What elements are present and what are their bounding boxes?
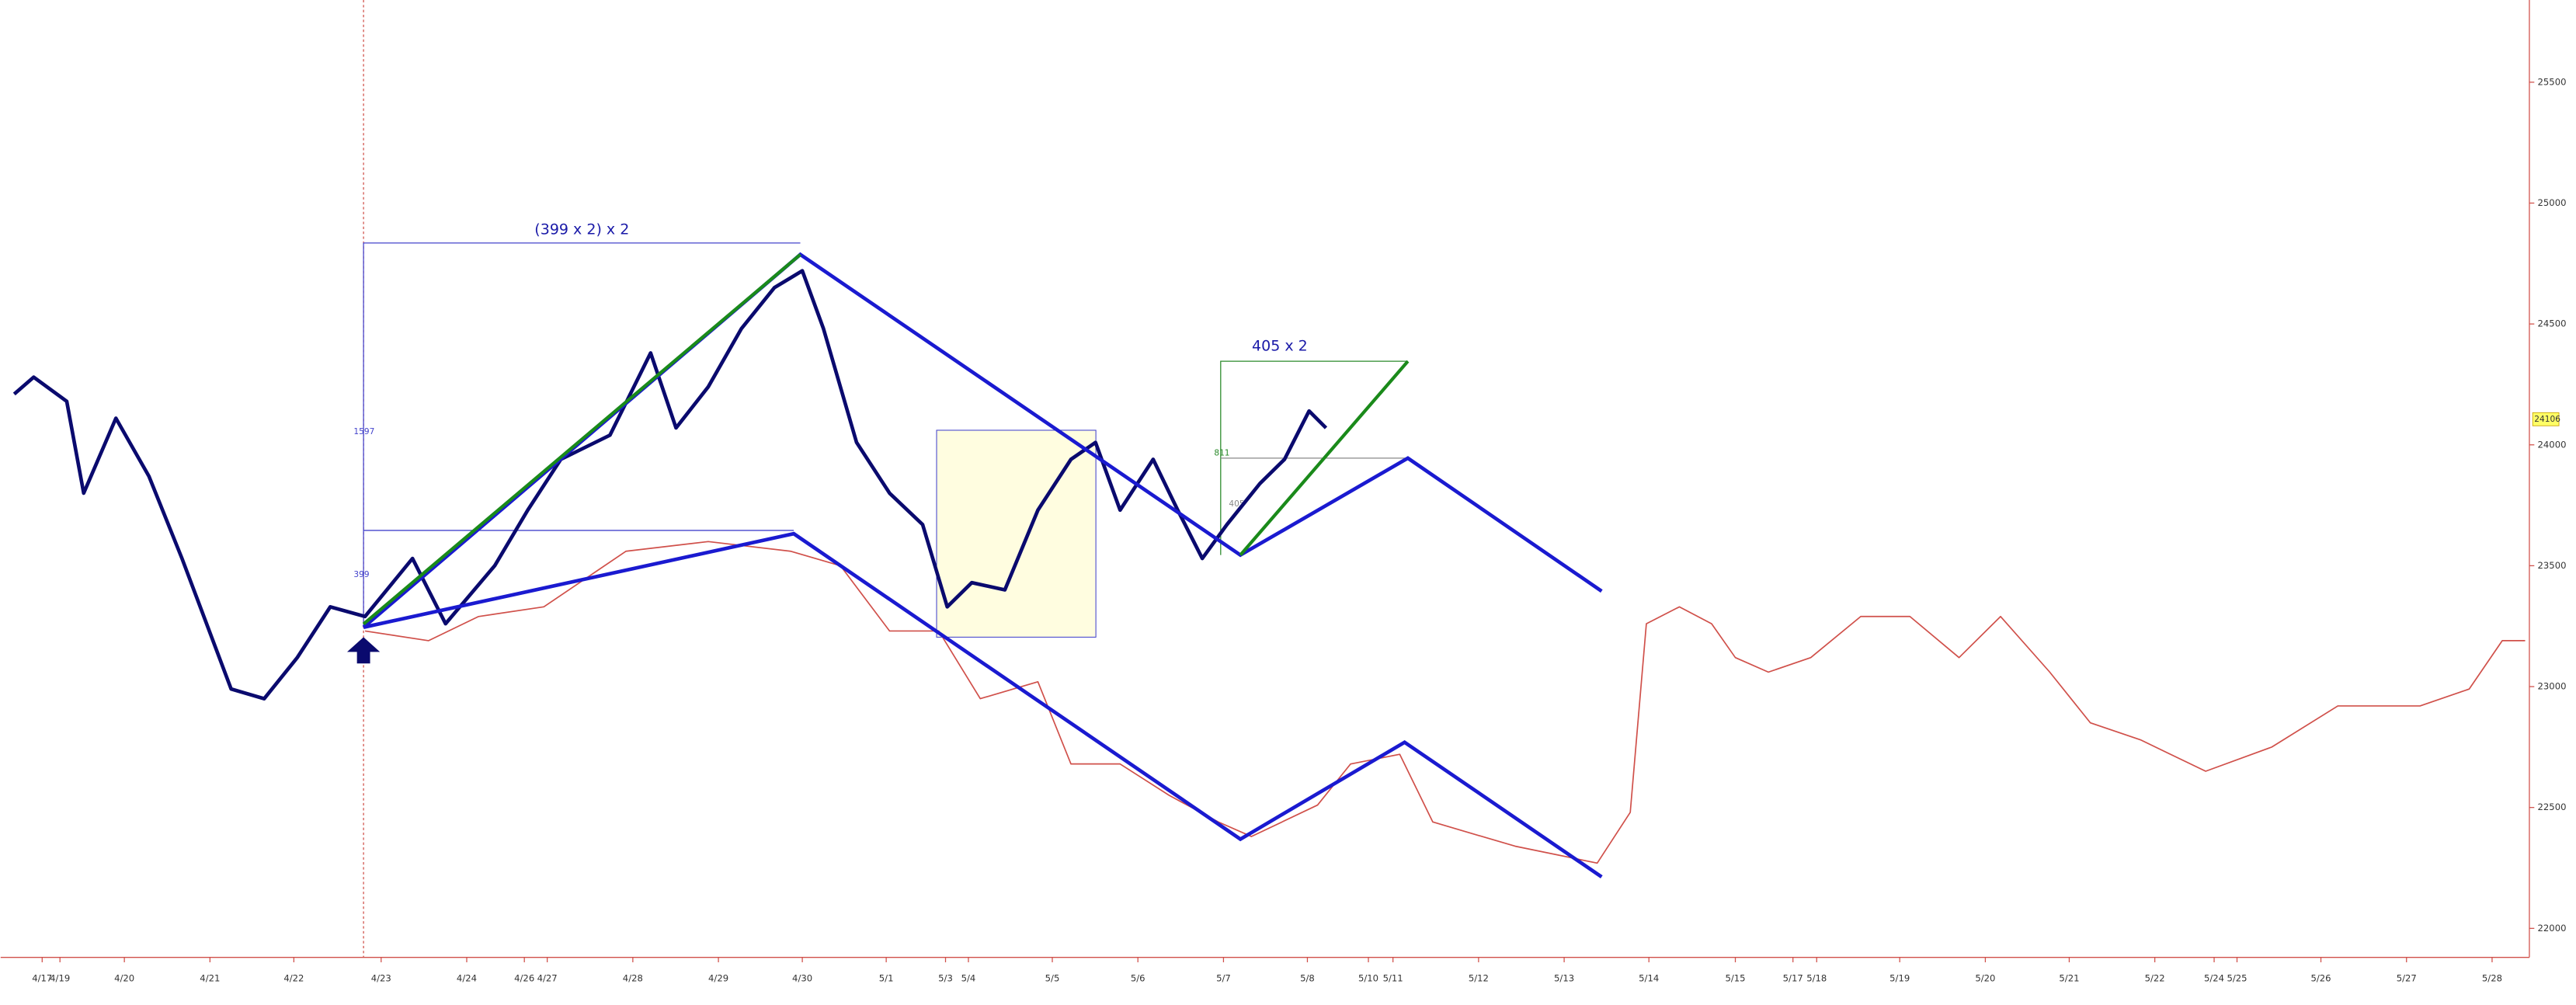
x-tick-label: 5/22	[2145, 973, 2165, 984]
x-tick-label: 5/12	[1469, 973, 1489, 984]
trend-line	[362, 253, 801, 626]
price-line	[12, 269, 1328, 701]
y-tick-label: 23500	[2538, 560, 2567, 571]
x-tick-label: 5/15	[1725, 973, 1745, 984]
y-tick-label: 22000	[2538, 923, 2567, 934]
x-tick-label: 5/3	[938, 973, 953, 984]
y-tick-label: 22500	[2538, 802, 2567, 812]
x-tick-label: 5/5	[1045, 973, 1060, 984]
measure-line	[363, 242, 801, 628]
x-tick-label: 5/27	[2397, 973, 2417, 984]
x-tick-label: 5/21	[2059, 973, 2079, 984]
y-tick-label: 24000	[2538, 439, 2567, 450]
y-tick-label: 24500	[2538, 318, 2567, 329]
x-tick-label: 5/18	[1806, 973, 1827, 984]
y-tick-label: 23000	[2538, 681, 2567, 692]
x-tick-label: 5/26	[2310, 973, 2331, 984]
price-tag: 24106	[2534, 415, 2560, 424]
x-tick-label: 5/28	[2482, 973, 2502, 984]
price-line	[364, 541, 2526, 864]
x-tick-label: 5/19	[1889, 973, 1910, 984]
x-tick-label: 5/24	[2204, 973, 2224, 984]
annotation: 405 x 2	[1252, 338, 1308, 355]
x-tick-label: 4/28	[623, 973, 643, 984]
x-tick-label: 4/30	[792, 973, 812, 984]
x-tick-label: 5/6	[1131, 973, 1145, 984]
x-tick-label: 5/1	[879, 973, 894, 984]
x-tick-label: 4/29	[708, 973, 728, 984]
x-tick-label: 4/23	[371, 973, 391, 984]
x-tick-label: 5/13	[1554, 973, 1574, 984]
x-tick-label: 5/14	[1639, 973, 1659, 984]
x-tick-label: 4/19	[50, 973, 70, 984]
annotation: 399	[353, 570, 369, 579]
arrow	[346, 637, 381, 664]
x-tick-label: 5/17	[1783, 973, 1803, 984]
x-tick-label: 4/21	[200, 973, 220, 984]
x-tick-label: 4/22	[283, 973, 304, 984]
x-tick-label: 5/4	[961, 973, 976, 984]
x-tick-label: 5/20	[1975, 973, 1995, 984]
annotation: 811	[1214, 449, 1229, 458]
measure-line	[1220, 360, 1408, 555]
y-tick-label: 25500	[2538, 76, 2567, 87]
annotation: 1597	[353, 427, 374, 436]
y-tick-label: 25000	[2538, 197, 2567, 208]
x-tick-label: 4/24	[457, 973, 477, 984]
x-tick-label: 5/25	[2227, 973, 2247, 984]
annotation: (399 x 2) x 2	[534, 221, 629, 238]
series-layer	[12, 269, 2526, 864]
highlight-box	[936, 429, 1097, 638]
zigzag	[363, 531, 1603, 878]
x-tick-label: 5/8	[1300, 973, 1315, 984]
x-tick-label: 4/17	[32, 973, 52, 984]
x-tick-label: 4/27	[537, 973, 558, 984]
x-tick-label: 4/26	[514, 973, 534, 984]
x-tick-label: 5/11	[1383, 973, 1403, 984]
trend-line	[1239, 360, 1410, 557]
x-tick-label: 4/20	[114, 973, 134, 984]
x-tick-label: 5/7	[1216, 973, 1231, 984]
price-tag-box	[2532, 412, 2560, 426]
x-tick-label: 5/10	[1358, 973, 1378, 984]
